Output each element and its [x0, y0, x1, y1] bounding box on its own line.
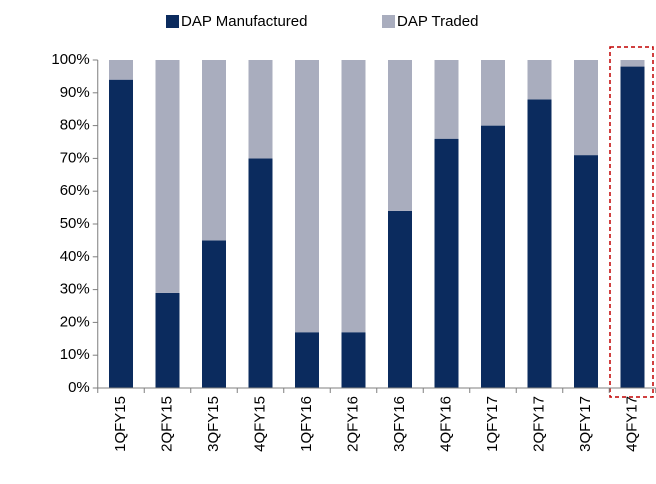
bar-segment: [574, 60, 598, 156]
x-tick-label: 1QFY17: [484, 396, 501, 452]
bar-segment: [295, 60, 319, 333]
x-tick-label: 2QFY16: [344, 396, 361, 452]
y-tick-label: 80%: [60, 117, 90, 134]
x-tick-label: 3QFY15: [205, 396, 222, 452]
x-tick-label: 2QFY15: [158, 396, 175, 452]
legend-label: DAP Traded: [397, 13, 478, 30]
bar-segment: [341, 60, 366, 333]
highlight-box: [609, 46, 654, 398]
legend-swatch: [382, 15, 395, 28]
y-tick-label: 0%: [68, 379, 90, 396]
bar-segment: [620, 60, 645, 67]
x-tick-label: 1QFY16: [298, 396, 315, 452]
x-tick-label: 1QFY15: [112, 396, 129, 452]
bar-segment: [481, 60, 505, 126]
bar-segment: [109, 60, 133, 80]
bar-segment: [155, 292, 180, 388]
bar-segment: [574, 155, 598, 388]
y-tick-label: 30%: [60, 281, 90, 298]
bar-segment: [295, 332, 319, 388]
bar-segment: [388, 60, 412, 211]
bar-segment: [388, 210, 412, 388]
y-tick-label: 10%: [60, 346, 90, 363]
bar-segment: [202, 240, 226, 388]
x-tick-label: 4QFY16: [437, 396, 454, 452]
bar-segment: [202, 60, 226, 241]
bar-segment: [481, 125, 505, 388]
y-tick-label: 20%: [60, 313, 90, 330]
bar-segment: [527, 99, 552, 389]
bar-segment: [341, 332, 366, 388]
bar-segment: [434, 138, 459, 388]
x-tick-label: 3QFY17: [577, 396, 594, 452]
x-tick-label: 2QFY17: [530, 396, 547, 452]
x-tick-label: 4QFY15: [251, 396, 268, 452]
legend-swatch: [166, 15, 179, 28]
bar-segment: [248, 60, 273, 159]
bar-segment: [434, 60, 459, 139]
x-tick-label: 3QFY16: [391, 396, 408, 452]
legend-label: DAP Manufactured: [181, 13, 307, 30]
y-tick-label: 90%: [60, 84, 90, 101]
y-tick-label: 40%: [60, 248, 90, 265]
y-tick-label: 60%: [60, 182, 90, 199]
y-tick-label: 50%: [60, 215, 90, 232]
bar-segment: [527, 60, 552, 100]
y-tick-label: 70%: [60, 149, 90, 166]
y-tick-label: 100%: [51, 51, 89, 68]
bar-segment: [109, 79, 133, 389]
x-tick-label: 4QFY17: [623, 396, 640, 452]
bar-segment: [620, 66, 645, 388]
bar-segment: [155, 60, 180, 293]
bar-segment: [248, 158, 273, 388]
